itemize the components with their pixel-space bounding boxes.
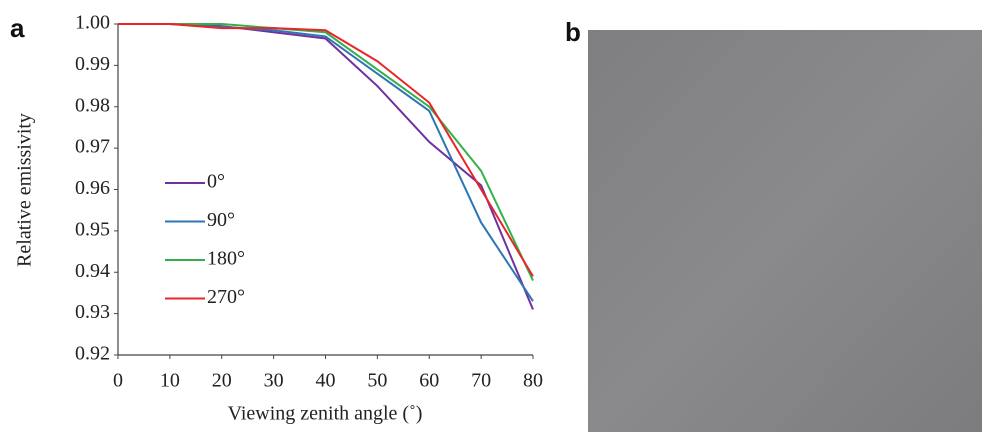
x-tick-label: 50 <box>367 370 387 392</box>
y-tick-label: 0.94 <box>75 260 110 282</box>
legend-label: 180° <box>207 248 245 270</box>
series-line <box>118 23 534 281</box>
photo <box>588 30 982 432</box>
x-tick-label: 10 <box>160 370 180 392</box>
legend-label: 90° <box>207 209 235 231</box>
y-tick-label: 0.95 <box>75 218 110 240</box>
x-tick-label: 40 <box>316 370 336 392</box>
panel-label: b <box>565 17 581 47</box>
y-tick-label: 0.97 <box>75 136 110 158</box>
x-tick-label: 0 <box>113 370 123 392</box>
y-tick-label: 0.98 <box>75 94 110 116</box>
x-tick-label: 80 <box>523 370 543 392</box>
x-tick-label: 20 <box>212 370 232 392</box>
y-tick-label: 0.92 <box>75 343 110 365</box>
x-axis-label: Viewing zenith angle (˚) <box>228 403 423 425</box>
legend-label: 0° <box>207 171 225 193</box>
legend-label: 270° <box>207 286 245 308</box>
series-line <box>118 23 534 277</box>
y-tick-label: 0.99 <box>75 53 110 75</box>
y-tick-label: 0.96 <box>75 177 110 199</box>
x-tick-label: 70 <box>471 370 491 392</box>
y-tick-label: 1.00 <box>75 12 110 34</box>
y-tick-label: 0.93 <box>75 301 110 323</box>
x-tick-label: 30 <box>264 370 284 392</box>
x-tick-label: 60 <box>419 370 439 392</box>
panel-label: a <box>10 13 25 43</box>
series-line <box>118 23 534 310</box>
y-axis-label: Relative emissivity <box>14 113 36 267</box>
